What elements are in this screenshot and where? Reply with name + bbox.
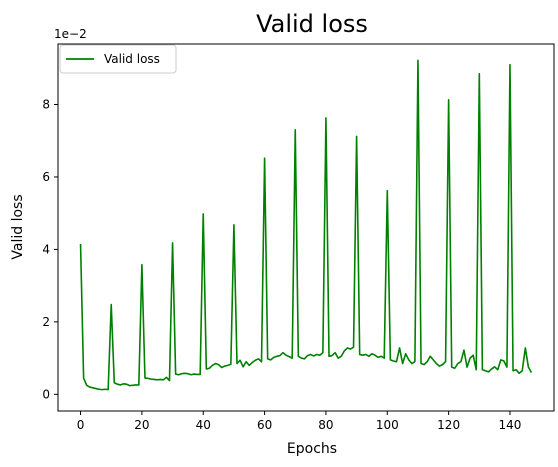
axis-ticks: 0 20 40 60 80 100 120 140 0 2 4 6 8	[42, 98, 521, 432]
x-tick-label-6: 120	[437, 418, 460, 432]
x-tick-label-3: 60	[257, 418, 272, 432]
x-tick-label-7: 140	[499, 418, 522, 432]
y-tick-label-4: 8	[42, 98, 50, 112]
y-axis-label: Valid loss	[10, 194, 26, 259]
series-line-0	[79, 59, 533, 391]
y-tick-label-1: 2	[42, 315, 50, 329]
x-tick-label-2: 40	[196, 418, 211, 432]
y-tick-label-2: 4	[42, 242, 50, 256]
y-tick-label-3: 6	[42, 170, 50, 184]
y-axis-offset-label: 1e−2	[54, 27, 87, 41]
plot-area	[57, 43, 555, 412]
x-tick-label-5: 100	[376, 418, 399, 432]
x-tick-label-4: 80	[318, 418, 333, 432]
legend-label: Valid loss	[104, 52, 160, 66]
chart-title: Valid loss	[256, 10, 368, 38]
series-layer	[79, 59, 533, 391]
x-axis-label: Epochs	[287, 441, 337, 457]
legend-box	[59, 44, 177, 74]
x-tick-label-0: 0	[77, 418, 85, 432]
y-tick-label-0: 0	[42, 387, 50, 401]
x-tick-label-1: 20	[134, 418, 149, 432]
axes-frame	[57, 43, 555, 412]
legend: Valid loss	[59, 44, 177, 74]
